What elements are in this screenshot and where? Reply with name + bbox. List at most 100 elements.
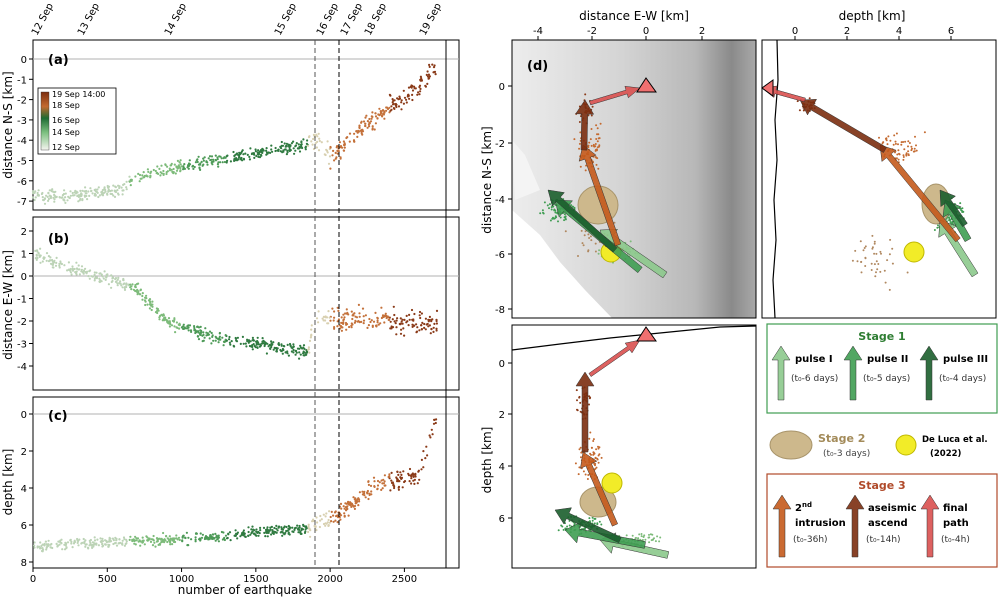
eq-point bbox=[31, 190, 35, 193]
eq-point bbox=[884, 281, 887, 284]
eq-point bbox=[902, 156, 905, 158]
eq-point bbox=[199, 539, 202, 542]
eq-point bbox=[130, 288, 133, 291]
eq-point bbox=[590, 114, 593, 117]
eq-point bbox=[313, 524, 316, 528]
eq-point bbox=[269, 528, 272, 531]
eq-point bbox=[158, 316, 161, 319]
eq-point bbox=[596, 457, 599, 460]
eq-point bbox=[902, 154, 905, 157]
eq-point bbox=[371, 111, 374, 114]
migration-arrow bbox=[799, 99, 887, 153]
eq-point bbox=[207, 157, 210, 160]
eq-point bbox=[395, 103, 398, 106]
eq-point bbox=[640, 533, 643, 535]
eq-point bbox=[115, 537, 118, 540]
eq-point bbox=[548, 203, 551, 206]
eq-point bbox=[248, 158, 251, 161]
eq-point bbox=[85, 189, 88, 193]
eq-point bbox=[325, 522, 328, 525]
eq-point bbox=[350, 310, 353, 313]
eq-point bbox=[378, 481, 381, 484]
eq-point bbox=[424, 85, 427, 88]
eq-point bbox=[291, 526, 294, 529]
eq-point bbox=[178, 324, 181, 327]
eq-point bbox=[324, 316, 327, 319]
eq-point bbox=[193, 325, 196, 328]
eq-point bbox=[424, 317, 427, 320]
eq-point bbox=[334, 157, 337, 160]
eq-point bbox=[550, 208, 553, 211]
eq-point bbox=[895, 132, 898, 135]
map-arrows bbox=[547, 86, 668, 279]
eq-point bbox=[592, 438, 595, 441]
stage1-item-sub: (t₀-6 days) bbox=[791, 374, 838, 384]
eq-point bbox=[223, 156, 226, 159]
eq-point bbox=[73, 267, 76, 271]
eq-point bbox=[251, 348, 254, 351]
eq-point bbox=[141, 536, 144, 539]
eq-point bbox=[413, 482, 416, 485]
panel-c-scatter bbox=[33, 418, 438, 553]
eq-point bbox=[578, 147, 581, 150]
eq-point bbox=[241, 532, 244, 535]
eq-point bbox=[393, 320, 396, 323]
map-ticks: -4 -2 0 20-2-4-6-8 bbox=[495, 26, 705, 316]
eq-point bbox=[121, 539, 124, 542]
eq-point bbox=[101, 543, 104, 546]
eq-point bbox=[587, 233, 590, 236]
eq-point bbox=[77, 544, 80, 547]
eq-point bbox=[593, 145, 596, 148]
eq-point bbox=[288, 525, 291, 528]
eq-point bbox=[256, 346, 259, 349]
eq-point bbox=[113, 195, 117, 198]
eq-point bbox=[205, 160, 208, 163]
eq-point bbox=[223, 340, 226, 344]
eq-point bbox=[629, 240, 632, 243]
eq-point bbox=[275, 527, 278, 530]
eq-point bbox=[388, 473, 391, 476]
eq-point bbox=[307, 136, 311, 139]
eq-point bbox=[221, 538, 224, 541]
eq-point bbox=[45, 194, 48, 197]
eq-point bbox=[886, 143, 889, 146]
eq-point bbox=[210, 158, 213, 161]
ytick-label: -2 bbox=[17, 317, 27, 328]
eq-point bbox=[33, 546, 36, 549]
eq-point bbox=[37, 252, 40, 255]
panel-a-yticks: 0-1-2-3-4-5-6-7 bbox=[17, 55, 33, 208]
eq-point bbox=[283, 345, 286, 348]
eq-point bbox=[78, 273, 81, 276]
eq-point bbox=[860, 260, 863, 263]
map-ytick-label: 0 bbox=[499, 82, 505, 93]
eq-point bbox=[188, 159, 191, 162]
eq-point bbox=[905, 152, 908, 155]
eq-point bbox=[134, 539, 137, 542]
eq-point bbox=[250, 528, 253, 531]
eq-point bbox=[407, 94, 410, 97]
eq-point bbox=[343, 146, 346, 149]
eq-point bbox=[242, 534, 245, 537]
eq-point bbox=[33, 198, 36, 202]
eq-point bbox=[35, 258, 38, 261]
eq-point bbox=[333, 159, 336, 162]
eq-point bbox=[244, 535, 247, 539]
eq-point bbox=[302, 524, 305, 528]
eq-point bbox=[197, 163, 201, 166]
eq-point bbox=[270, 144, 273, 147]
eq-point bbox=[295, 142, 298, 145]
eq-point bbox=[579, 401, 582, 404]
eq-point bbox=[357, 504, 360, 507]
eq-point bbox=[199, 333, 202, 336]
eq-point bbox=[160, 313, 163, 316]
eq-point bbox=[319, 519, 322, 522]
map-ytick-label: -4 bbox=[495, 195, 505, 206]
eq-point bbox=[907, 140, 910, 143]
eq-point bbox=[642, 536, 645, 538]
eq-point bbox=[376, 321, 379, 324]
eq-point bbox=[104, 543, 107, 546]
eq-point bbox=[307, 525, 310, 528]
ytick-label: -1 bbox=[17, 295, 27, 306]
eq-point bbox=[123, 282, 126, 285]
migration-arrow bbox=[772, 494, 792, 558]
